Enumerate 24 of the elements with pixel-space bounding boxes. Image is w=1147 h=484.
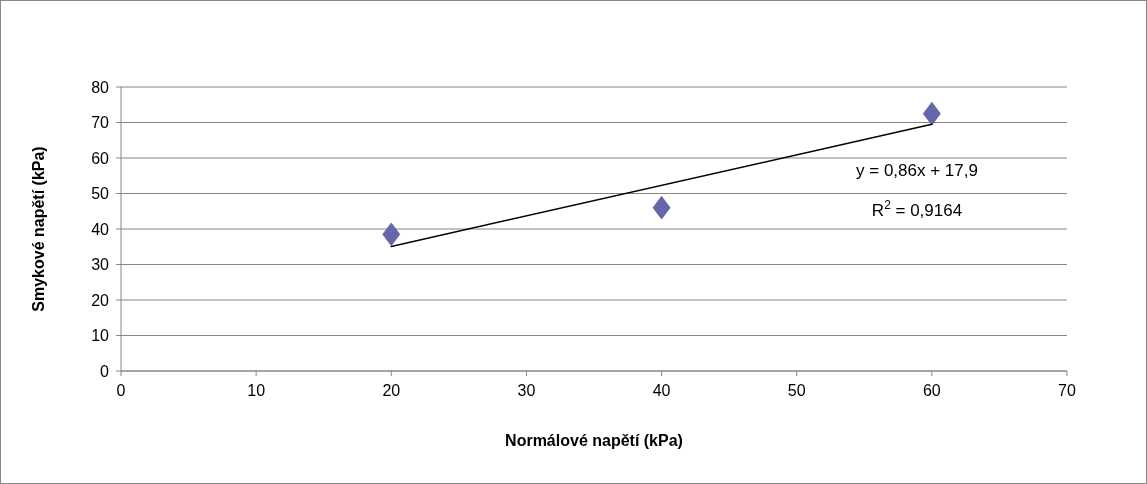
y-tick-label: 70	[91, 114, 110, 132]
y-tick-label: 20	[91, 291, 110, 309]
x-tick-label: 0	[116, 382, 126, 399]
x-tick-label: 60	[922, 382, 941, 399]
y-tick-label: 40	[91, 220, 110, 238]
y-tick-label: 80	[91, 78, 110, 96]
y-tick-label: 60	[91, 149, 110, 167]
point	[923, 101, 941, 126]
x-tick-label: 40	[652, 382, 671, 399]
x-tick-label: 20	[382, 382, 401, 399]
annotation: y = 0,86x + 17,9	[856, 161, 978, 181]
y-tick-label: 30	[91, 256, 110, 274]
x-tick-label: 30	[517, 382, 536, 399]
y-tick-label: 50	[91, 185, 110, 203]
y-axis-title: Smykové napětí (kPa)	[30, 146, 47, 312]
x-tick-label: 50	[787, 382, 806, 399]
x-tick-label: 10	[247, 382, 266, 399]
y-tick-label: 0	[100, 362, 110, 380]
point	[382, 222, 401, 247]
x-tick-label: 70	[1058, 382, 1076, 399]
y-tick-label: 10	[91, 327, 110, 345]
point	[652, 196, 671, 220]
annotation: R$^{2}$ = 0,9164	[871, 198, 963, 221]
x-axis-title: Normálové napětí (kPa)	[505, 432, 683, 449]
